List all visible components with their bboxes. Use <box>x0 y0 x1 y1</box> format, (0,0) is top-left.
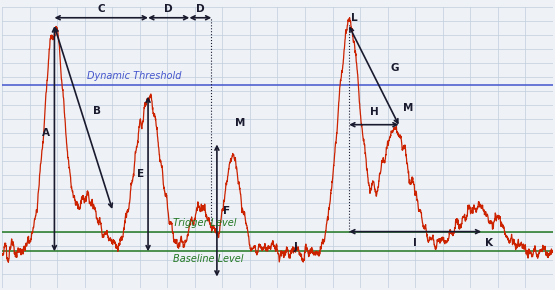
Text: B: B <box>93 106 101 116</box>
Text: Baseline Level: Baseline Level <box>173 253 243 264</box>
Text: I: I <box>413 238 417 248</box>
Text: M: M <box>403 104 413 113</box>
Text: K: K <box>485 238 493 248</box>
Text: J: J <box>294 242 298 252</box>
Text: C: C <box>98 3 105 14</box>
Text: F: F <box>223 206 230 215</box>
Text: D: D <box>196 3 205 14</box>
Text: G: G <box>390 64 399 73</box>
Text: H: H <box>370 107 379 117</box>
Text: L: L <box>351 13 357 23</box>
Text: M: M <box>235 117 245 128</box>
Text: A: A <box>42 128 51 138</box>
Text: Dynamic Threshold: Dynamic Threshold <box>88 71 182 81</box>
Text: Trigger Level: Trigger Level <box>173 218 236 228</box>
Text: E: E <box>137 169 144 179</box>
Text: D: D <box>164 3 173 14</box>
